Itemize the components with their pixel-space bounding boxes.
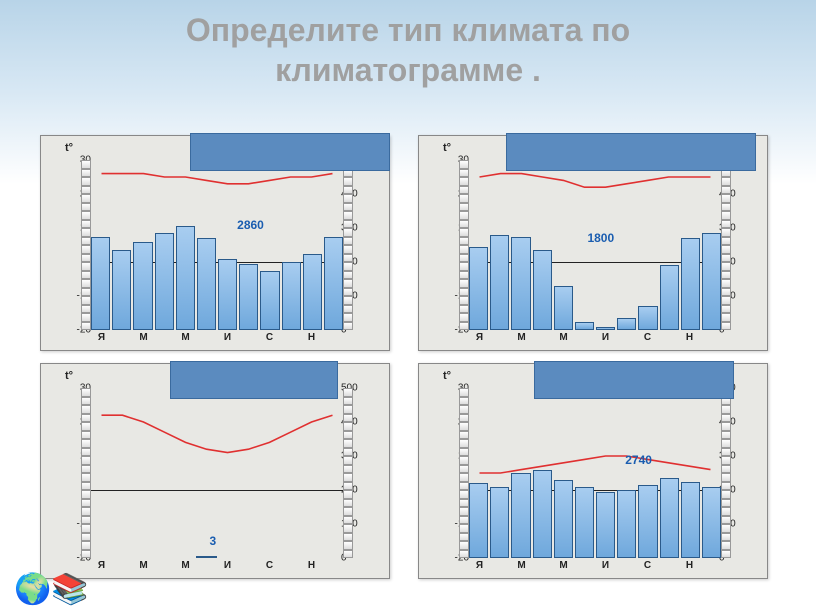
plot-area: 1800 xyxy=(469,160,721,330)
temp-axis-scale xyxy=(459,388,469,558)
answer-cover-box[interactable] xyxy=(170,361,338,399)
temp-axis-label: t° xyxy=(65,370,73,382)
month-tick: Н xyxy=(301,560,322,574)
annual-precip-label: 2860 xyxy=(237,218,264,232)
month-tick: Я xyxy=(469,560,490,574)
climograph-2: t°3020100-10-2050040030020010001800ЯММИС… xyxy=(418,135,776,351)
month-tick xyxy=(532,332,553,346)
month-tick xyxy=(154,332,175,346)
month-tick: И xyxy=(595,332,616,346)
month-tick xyxy=(490,560,511,574)
globe-books-icon: 🌍📚 xyxy=(14,572,89,607)
month-tick: И xyxy=(217,332,238,346)
month-tick: М xyxy=(175,560,196,574)
temp-axis-label: t° xyxy=(443,142,451,154)
plot-area: 2740 xyxy=(469,388,721,558)
title-line-2: климатограмме . xyxy=(275,52,541,88)
month-tick xyxy=(574,560,595,574)
month-tick xyxy=(658,332,679,346)
climograph-4: t°3020100-10-2050040030020010002740ЯММИС… xyxy=(418,363,776,579)
month-tick xyxy=(616,332,637,346)
month-tick xyxy=(238,332,259,346)
temp-axis-scale xyxy=(81,160,91,330)
month-tick xyxy=(658,560,679,574)
month-tick: Н xyxy=(301,332,322,346)
month-tick: М xyxy=(511,332,532,346)
month-axis: ЯММИСН xyxy=(91,560,343,574)
month-tick: М xyxy=(175,332,196,346)
annual-precip-label: 3 xyxy=(209,534,216,548)
precip-axis-scale xyxy=(343,388,353,558)
month-tick: Я xyxy=(91,560,112,574)
month-tick: М xyxy=(133,332,154,346)
precip-axis-scale xyxy=(721,160,731,330)
plot-area: 3 xyxy=(91,388,343,558)
temp-axis-scale xyxy=(459,160,469,330)
month-tick xyxy=(490,332,511,346)
temp-curve xyxy=(91,160,343,330)
slide-title: Определите тип климата по климатограмме … xyxy=(0,0,816,94)
month-tick xyxy=(196,332,217,346)
month-tick: С xyxy=(637,332,658,346)
month-tick: С xyxy=(259,560,280,574)
month-tick: С xyxy=(637,560,658,574)
month-axis: ЯММИСН xyxy=(91,332,343,346)
month-tick xyxy=(112,560,133,574)
month-axis: ЯММИСН xyxy=(469,332,721,346)
answer-cover-box[interactable] xyxy=(534,361,734,399)
month-axis: ЯММИСН xyxy=(469,560,721,574)
title-line-1: Определите тип климата по xyxy=(186,12,630,48)
month-tick xyxy=(280,332,301,346)
month-tick xyxy=(322,560,343,574)
month-tick xyxy=(616,560,637,574)
month-tick: Я xyxy=(469,332,490,346)
month-tick xyxy=(700,332,721,346)
charts-grid: t°3020100-10-2050040030020010002860ЯММИС… xyxy=(40,135,776,579)
month-tick xyxy=(196,560,217,574)
climograph-3: t°3020100-10-2050040030020010003ЯММИСН xyxy=(40,363,398,579)
temp-axis-label: t° xyxy=(443,370,451,382)
temp-curve xyxy=(469,388,721,558)
precip-axis-scale xyxy=(721,388,731,558)
month-tick xyxy=(280,560,301,574)
temp-curve xyxy=(91,388,343,558)
month-tick: М xyxy=(553,560,574,574)
month-tick: Я xyxy=(91,332,112,346)
annual-precip-label: 1800 xyxy=(587,231,614,245)
month-tick: И xyxy=(217,560,238,574)
month-tick xyxy=(322,332,343,346)
climograph-1: t°3020100-10-2050040030020010002860ЯММИС… xyxy=(40,135,398,351)
answer-cover-box[interactable] xyxy=(506,133,756,171)
temp-axis-scale xyxy=(81,388,91,558)
month-tick xyxy=(112,332,133,346)
month-tick: Н xyxy=(679,560,700,574)
month-tick: Н xyxy=(679,332,700,346)
answer-cover-box[interactable] xyxy=(190,133,390,171)
precip-axis-scale xyxy=(343,160,353,330)
month-tick xyxy=(154,560,175,574)
month-tick: И xyxy=(595,560,616,574)
month-tick: М xyxy=(553,332,574,346)
month-tick xyxy=(700,560,721,574)
temp-axis-label: t° xyxy=(65,142,73,154)
plot-area: 2860 xyxy=(91,160,343,330)
month-tick: С xyxy=(259,332,280,346)
month-tick: М xyxy=(511,560,532,574)
month-tick: М xyxy=(133,560,154,574)
month-tick xyxy=(238,560,259,574)
month-tick xyxy=(532,560,553,574)
annual-precip-label: 2740 xyxy=(625,453,652,467)
month-tick xyxy=(574,332,595,346)
